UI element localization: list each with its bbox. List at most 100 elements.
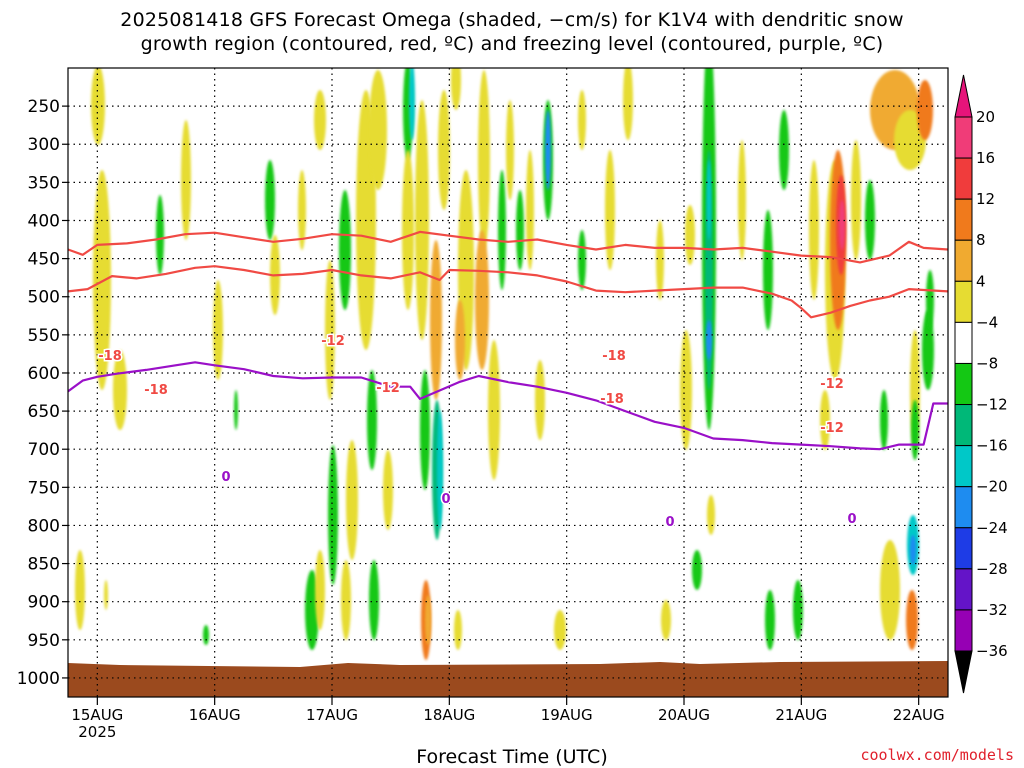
omega-blob-33 [478,70,490,250]
omega-blob-51 [685,205,695,265]
site-credit[interactable]: coolwx.com/models [860,746,1014,764]
omega-blob-87 [234,390,238,430]
ground-fill [68,661,948,697]
colorbar-box-5 [954,321,973,364]
colorbar-label-8: −16 [976,437,1008,455]
freezing-contour-label: 0 [441,492,450,507]
colorbar-label-5: −4 [976,313,998,331]
colorbar-label-3: 8 [976,231,986,249]
omega-blob-37 [506,100,514,200]
omega-blob-22 [409,68,415,140]
y-tick-label-900: 900 [28,593,60,613]
omega-blob-8 [298,170,306,250]
x-tick-sublabel-0: 2025 [78,723,116,741]
dgz-contour-label: -12 [376,381,400,396]
omega-blob-84 [425,595,431,645]
omega-blob-3 [75,550,85,630]
omega-blob-14 [346,440,358,560]
colorbar-box-10 [954,527,973,570]
freezing-contour-label: 0 [847,512,856,527]
dgz-contour-label: -18 [98,349,122,364]
y-tick-label-600: 600 [28,364,60,384]
omega-blob-78 [880,390,888,450]
omega-blob-38 [516,190,524,270]
omega-blob-6 [265,160,275,240]
ground-layer [68,661,948,697]
omega-blob-26 [430,240,442,400]
y-tick-label-800: 800 [28,516,60,536]
omega-blob-17 [315,550,325,630]
omega-blob-19 [367,370,377,470]
y-tick-label-700: 700 [28,440,60,460]
colorbar-box-9 [954,486,973,529]
omega-blob-68 [839,200,845,250]
omega-blob-18 [341,560,351,640]
contour-labels: -18 -12 -18 -12 -18 -12 -18 -12 0 0 0 0 [97,333,858,532]
omega-blob-23 [402,150,414,310]
omega-blob-56 [692,550,702,590]
freezing-contour-label: 0 [665,515,674,530]
colorbar-box-2 [954,198,973,241]
omega-blob-29 [438,90,450,210]
colorbar-label-0: 20 [976,108,995,126]
y-tick-label-350: 350 [28,173,60,193]
y-tick-label-650: 650 [28,402,60,422]
dgz-contour-label: -12 [321,334,345,349]
omega-blob-41 [545,110,551,190]
omega-blob-10 [325,260,335,400]
omega-blob-63 [809,160,819,300]
dgz-contour-label: -18 [600,392,624,407]
omega-blob-47 [623,68,633,140]
y-tick-label-400: 400 [28,211,60,231]
colorbar-box-4 [954,280,973,323]
omega-blob-61 [779,110,789,190]
omega-shading [75,68,934,660]
omega-blob-72 [894,110,926,170]
omega-blob-49 [661,600,671,640]
colorbar-box-3 [954,239,973,282]
omega-blob-89 [104,580,108,610]
omega-blob-2 [113,350,127,430]
contour-dgz_contour-0 [68,230,948,264]
omega-blob-80 [906,590,918,650]
omega-blob-0 [91,68,105,145]
omega-blob-28 [437,410,443,530]
colorbar-label-9: −20 [976,478,1008,496]
omega-blob-86 [213,280,223,380]
omega-blob-25 [420,370,430,490]
omega-blob-58 [738,140,746,260]
plot-frame [67,67,949,698]
omega-blob-77 [926,270,934,330]
omega-blob-43 [554,610,566,650]
omega-blob-35 [488,340,500,480]
colorbar-label-7: −12 [976,396,1008,414]
x-tick-label-5: 20AUG [658,706,710,724]
chart-title-line-1: 2025081418 GFS Forecast Omega (shaded, −… [120,9,904,31]
omega-blob-36 [498,170,506,290]
chart-title-line-2: growth region (contoured, red, ºC) and f… [140,33,884,55]
dgz-contour-label: -12 [820,421,844,436]
colorbar-label-4: 4 [976,272,986,290]
omega-blob-32 [455,300,465,380]
x-tick-label-1: 16AUG [189,706,241,724]
colorbar-box-1 [954,157,973,200]
omega-blob-57 [707,495,715,535]
y-tick-label-850: 850 [28,555,60,575]
omega-blob-62 [793,580,803,640]
omega-blob-44 [578,90,586,150]
omega-blob-60 [765,590,775,650]
omega-blob-24 [415,100,429,340]
dgz-contour-label: -12 [820,377,844,392]
omega-blob-45 [578,230,586,290]
colorbar-label-12: −32 [976,601,1008,619]
omega-blob-74 [922,310,934,390]
colorbar-label-6: −8 [976,354,998,372]
omega-blob-55 [706,320,712,360]
omega-blob-70 [865,180,875,260]
omega-blob-82 [910,535,916,565]
omega-blob-64 [820,390,830,450]
colorbar-bottom-extend [954,650,973,694]
colorbar-label-2: 12 [976,190,995,208]
